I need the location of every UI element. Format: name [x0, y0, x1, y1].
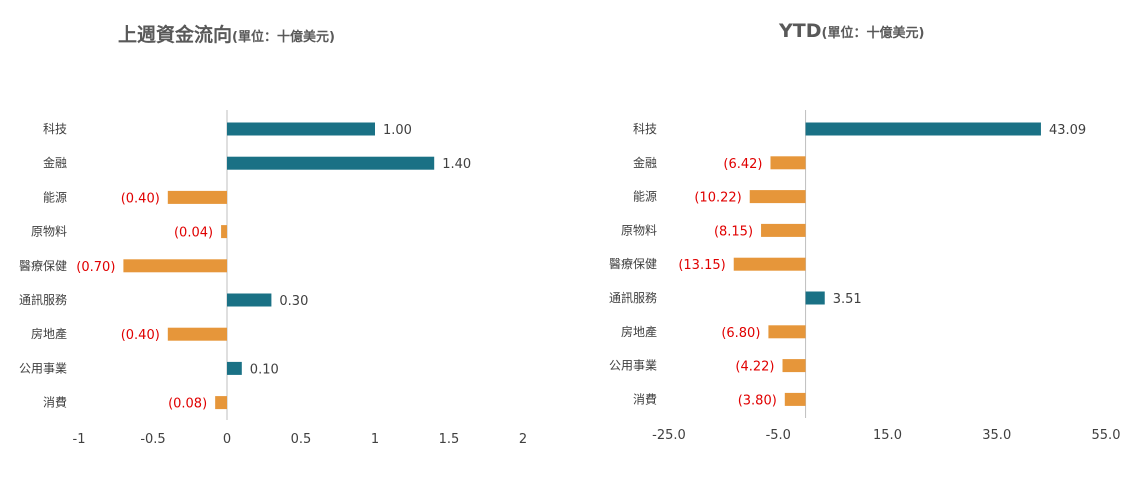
bar: [761, 223, 806, 237]
category-label: 金融: [633, 155, 657, 170]
data-label: (3.80): [738, 393, 777, 408]
data-label: (4.22): [735, 360, 774, 375]
data-label: 3.51: [833, 292, 862, 307]
data-label: (0.08): [168, 397, 207, 412]
category-label: 公用事業: [609, 359, 657, 373]
category-label: 能源: [633, 190, 657, 204]
x-tick-label: 2: [519, 432, 527, 447]
chart-title-main: YTD: [779, 20, 822, 42]
data-label: 1.40: [442, 157, 471, 172]
bar: [227, 361, 242, 375]
data-label: (0.40): [121, 191, 160, 206]
bar: [768, 325, 806, 339]
x-tick-label: -0.5: [140, 432, 165, 447]
chart-title: YTD(單位：十億美元): [779, 20, 924, 42]
chart-title-unit: (單位：十億美元): [821, 26, 925, 41]
bar: [215, 396, 227, 410]
bar: [221, 225, 227, 239]
bar: [784, 392, 806, 406]
x-tick-label: -25.0: [652, 428, 686, 443]
category-label: 消費: [633, 391, 657, 406]
category-label: 金融: [43, 155, 67, 170]
bar: [227, 293, 272, 307]
bar: [770, 156, 806, 170]
ytd-flow-chart: YTD(單位：十億美元) 科技 43.09 金融 (6.42) 能源 (10.22) 原物料…: [569, 0, 1138, 482]
x-tick-label: -5.0: [766, 428, 791, 443]
data-label: (6.42): [723, 157, 762, 172]
category-label: 醫療保健: [19, 259, 67, 273]
bar: [805, 122, 1041, 136]
x-tick-label: 35.0: [982, 428, 1011, 443]
x-tick-label: 15.0: [873, 428, 902, 443]
category-label: 科技: [633, 122, 657, 136]
category-label: 科技: [43, 122, 67, 136]
chart-title-main: 上週資金流向: [118, 24, 233, 46]
data-label: 0.10: [250, 362, 279, 377]
x-tick-label: 0: [223, 432, 231, 447]
data-label: 0.30: [279, 294, 308, 309]
x-tick-label: 0.5: [291, 432, 312, 447]
data-label: (6.80): [721, 326, 760, 341]
x-tick-label: -1: [73, 432, 86, 447]
weekly-flow-chart: 上週資金流向(單位：十億美元) 科技 1.00 金融 1.40 能源 (0.40) 原物料 (…: [19, 20, 527, 447]
category-label: 房地產: [31, 326, 67, 341]
category-label: 消費: [43, 395, 67, 410]
weekly-flow-plot: 科技 1.00 金融 1.40 能源 (0.40) 原物料 (0.04) 醫療保健 (0.70) 通…: [19, 110, 527, 447]
chart-title: 上週資金流向(單位：十億美元): [118, 20, 335, 47]
category-label: 原物料: [621, 223, 657, 237]
bar: [733, 257, 806, 271]
bar: [805, 291, 825, 305]
category-label: 通訊服務: [19, 292, 67, 307]
category-label: 公用事業: [19, 361, 67, 375]
data-label: (0.04): [174, 226, 213, 241]
ytd-flow-plot: 科技 43.09 金融 (6.42) 能源 (10.22) 原物料 (8.15) 醫療保健 (13…: [609, 110, 1121, 443]
x-tick-label: 55.0: [1092, 428, 1121, 443]
x-tick-label: 1.5: [439, 432, 460, 447]
category-label: 通訊服務: [609, 290, 657, 305]
category-label: 房地產: [621, 324, 657, 339]
category-label: 原物料: [31, 225, 67, 239]
x-tick-label: 1: [371, 432, 379, 447]
bar: [749, 190, 806, 204]
data-label: (0.70): [76, 260, 115, 275]
data-label: (10.22): [694, 191, 741, 206]
data-label: (13.15): [678, 258, 725, 273]
category-label: 醫療保健: [609, 257, 657, 271]
data-label: (0.40): [121, 328, 160, 343]
bar: [227, 156, 435, 170]
chart-title-unit: (單位：十億美元): [232, 30, 335, 45]
data-label: 43.09: [1049, 123, 1086, 138]
data-label: (8.15): [714, 224, 753, 239]
data-label: 1.00: [383, 123, 412, 138]
bar: [167, 327, 227, 341]
bar: [167, 190, 227, 204]
category-label: 能源: [43, 190, 67, 204]
bar: [227, 122, 375, 136]
bar: [123, 259, 227, 273]
bar: [782, 359, 806, 373]
